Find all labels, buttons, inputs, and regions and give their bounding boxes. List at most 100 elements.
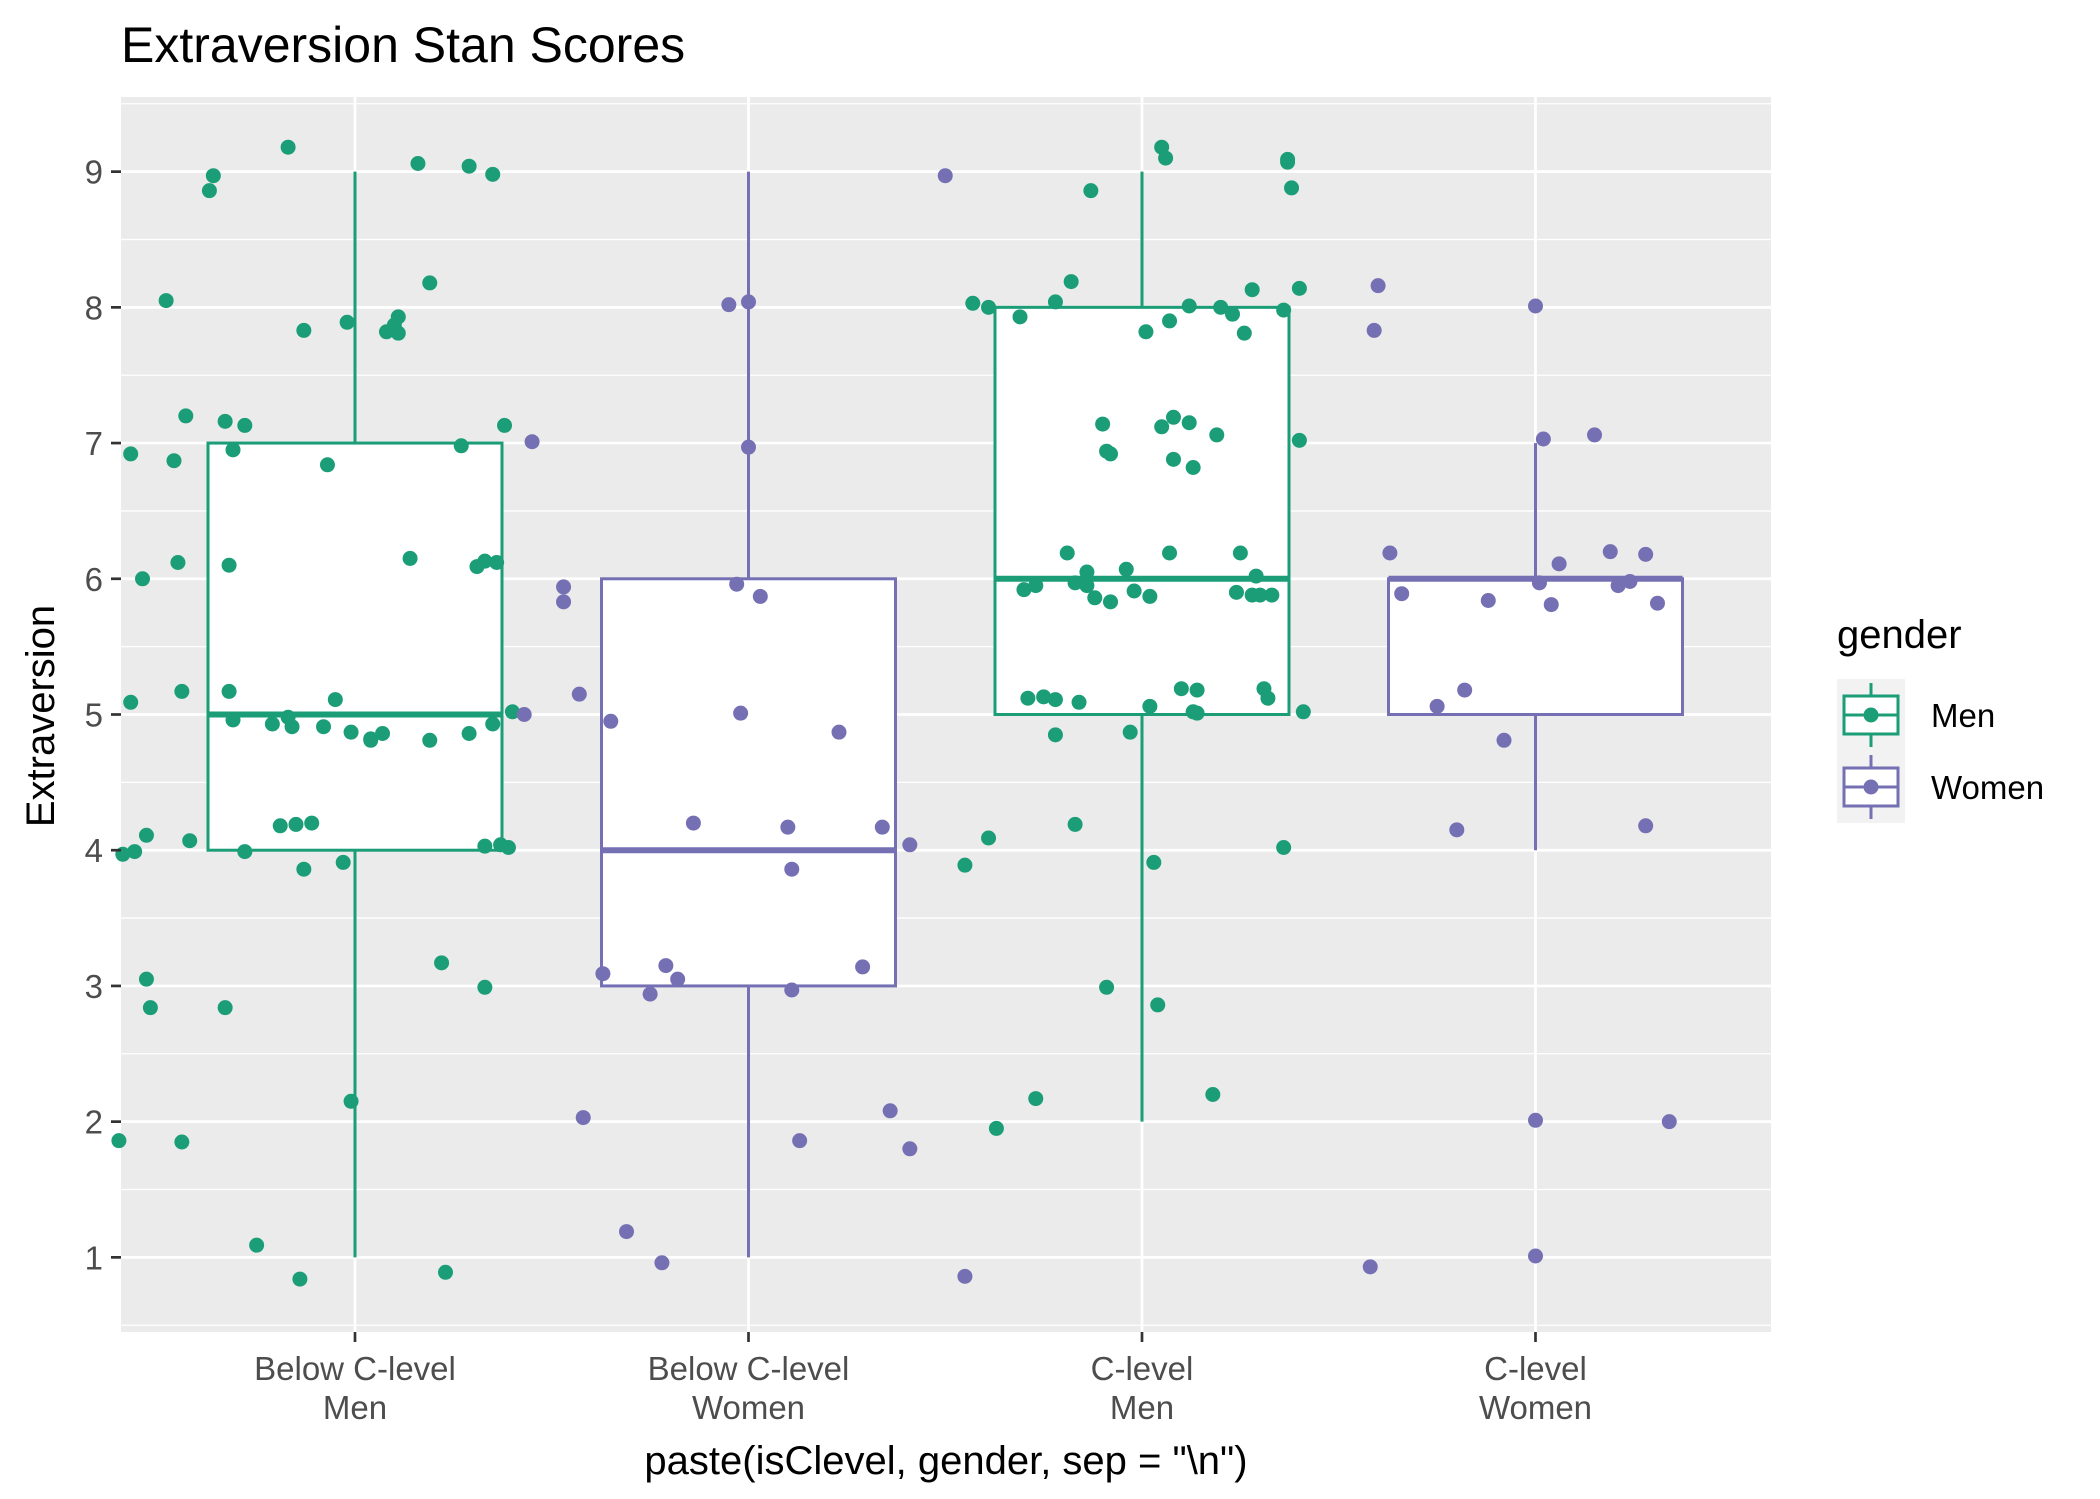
boxplot-4 — [1387, 443, 1684, 851]
data-point — [135, 571, 151, 587]
data-point — [1366, 322, 1382, 338]
data-point — [1528, 1112, 1543, 1128]
data-point — [363, 732, 379, 748]
data-point — [981, 299, 997, 315]
data-point — [217, 413, 233, 429]
data-point — [142, 1000, 158, 1016]
data-point — [221, 683, 237, 699]
data-point — [182, 833, 198, 849]
data-point — [1099, 979, 1115, 995]
data-point — [988, 1120, 1004, 1136]
data-point — [339, 314, 355, 330]
data-point — [390, 325, 406, 341]
y-tick-label: 8 — [85, 289, 103, 326]
data-point — [170, 555, 186, 570]
data-point — [1291, 432, 1307, 448]
data-point — [438, 1264, 454, 1280]
data-point — [327, 692, 343, 708]
data-point — [410, 156, 426, 171]
data-point — [1291, 280, 1307, 296]
data-point — [981, 830, 997, 846]
data-point — [1028, 1091, 1044, 1107]
data-point — [453, 438, 469, 454]
data-point — [957, 1268, 973, 1284]
data-point — [127, 844, 143, 860]
data-point — [1252, 587, 1268, 603]
data-point — [1370, 278, 1386, 294]
data-point — [123, 446, 139, 462]
x-tick-label-line2: Men — [1110, 1389, 1174, 1426]
data-point — [316, 719, 332, 735]
data-point — [1067, 816, 1083, 832]
legend-label: Men — [1931, 697, 1995, 734]
y-tick-label: 5 — [85, 697, 103, 734]
data-point — [1661, 1114, 1677, 1130]
data-point — [1189, 705, 1205, 721]
x-tick-label-line1: Below C-level — [648, 1350, 850, 1387]
data-point — [1264, 587, 1280, 603]
legend-title: gender — [1837, 613, 1962, 657]
data-point — [1602, 544, 1618, 560]
data-point — [461, 726, 477, 741]
data-point — [378, 324, 394, 340]
data-point — [1531, 575, 1547, 591]
data-point — [733, 705, 749, 721]
data-point — [1260, 690, 1276, 706]
data-point — [1103, 446, 1119, 462]
data-point — [874, 819, 890, 835]
legend: gender Men Women — [1837, 613, 2044, 823]
data-point — [1079, 564, 1095, 580]
data-point — [1162, 545, 1178, 561]
data-point — [516, 707, 532, 722]
data-point — [831, 724, 847, 740]
legend-key-point — [1863, 707, 1879, 723]
data-point — [1276, 302, 1292, 318]
x-tick-label-line1: C-level — [1484, 1350, 1587, 1387]
data-point — [1146, 854, 1162, 870]
data-point — [205, 168, 221, 184]
data-point — [1248, 568, 1264, 584]
box — [993, 305, 1291, 716]
box — [206, 441, 504, 852]
data-point — [1020, 690, 1036, 706]
data-point — [485, 716, 501, 732]
data-point — [595, 966, 611, 982]
points-group-1 — [111, 139, 520, 1287]
data-point — [1638, 546, 1654, 562]
data-point — [1067, 575, 1083, 591]
y-tick-label: 4 — [85, 832, 103, 869]
data-point — [1622, 574, 1638, 589]
data-point — [1276, 840, 1292, 855]
data-point — [1118, 561, 1134, 577]
box — [600, 577, 897, 988]
data-point — [1382, 545, 1398, 561]
data-point — [174, 1134, 190, 1150]
data-point — [288, 816, 304, 832]
data-point — [642, 986, 658, 1002]
y-tick-label: 7 — [85, 425, 103, 462]
data-point — [937, 168, 953, 184]
data-point — [1185, 460, 1201, 475]
data-point — [1449, 822, 1465, 838]
data-point — [402, 550, 418, 566]
data-point — [138, 827, 154, 843]
data-point — [1071, 694, 1087, 710]
data-point — [1213, 299, 1229, 315]
data-point — [264, 716, 280, 732]
data-point — [166, 453, 182, 469]
data-point — [217, 1000, 233, 1016]
data-point — [1122, 724, 1138, 740]
data-point — [957, 857, 973, 873]
data-point — [1551, 556, 1567, 572]
data-point — [792, 1133, 808, 1149]
data-point — [485, 166, 501, 182]
data-point — [1047, 294, 1063, 310]
data-point — [178, 408, 194, 424]
data-point — [784, 982, 800, 998]
data-point — [375, 726, 391, 741]
data-point — [741, 294, 756, 310]
boxplot-2 — [600, 171, 897, 1258]
data-point — [670, 971, 686, 987]
